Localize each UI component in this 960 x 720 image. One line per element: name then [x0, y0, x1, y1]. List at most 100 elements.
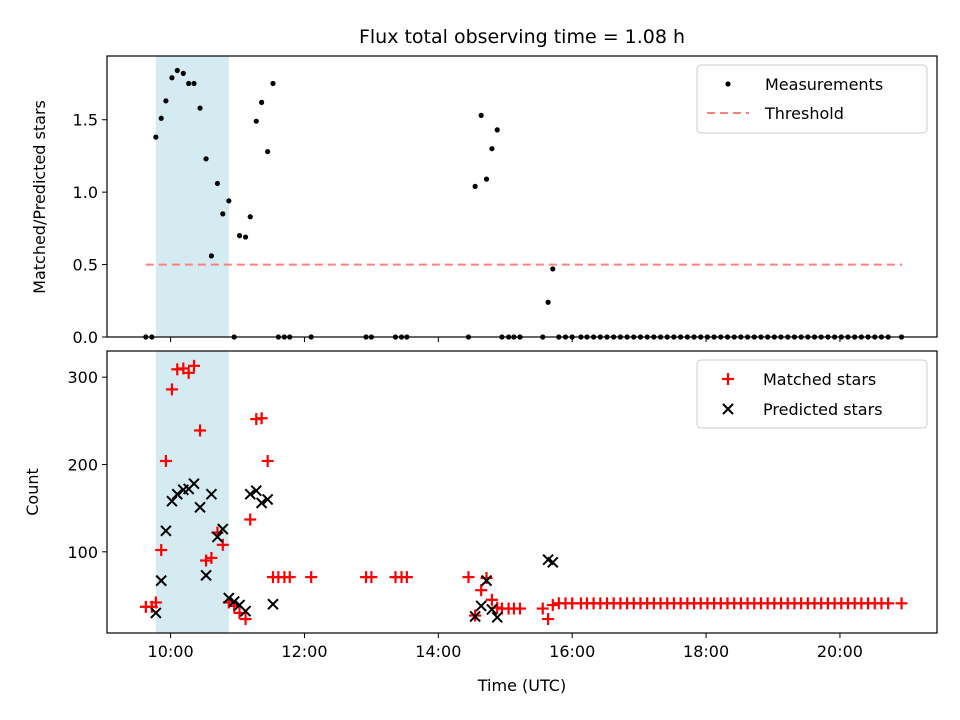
- predicted-stars-point: [244, 488, 256, 500]
- matched-stars-point: [155, 544, 168, 557]
- matched-stars-point: [149, 596, 162, 609]
- count-panel: 100 200 300 10:00 12:00 14:00 16:00 18:00 20:00…: [23, 350, 938, 695]
- legend-predicted-label: Predicted stars: [763, 400, 883, 419]
- predicted-stars-point: [547, 556, 559, 568]
- predicted-stars-point: [150, 607, 162, 619]
- legend-measurements-label: Measurements: [765, 75, 883, 94]
- matched-stars-point: [255, 412, 268, 425]
- matched-stars-point: [165, 383, 178, 396]
- x-tick-label: 12:00: [281, 642, 327, 661]
- matched-stars-point: [536, 602, 549, 615]
- legend-frame: [696, 359, 928, 429]
- measurements-point: [214, 180, 221, 187]
- measurements-point: [180, 70, 186, 76]
- y-tick-label: 1.0: [73, 183, 98, 202]
- matched-stars-point: [205, 551, 218, 564]
- predicted-stars-point: [486, 603, 498, 616]
- predicted-stars-point: [223, 592, 235, 604]
- measurements-point: [483, 176, 490, 182]
- measurements-point: [153, 134, 159, 140]
- legend-threshold-label: Threshold: [764, 104, 844, 123]
- ratio-x-ticks: [170, 337, 841, 342]
- count-plot-frame: [106, 350, 938, 634]
- ratio-panel: 0.0 0.5 1.0 1.5 Matched/Predicted stars Mea…: [30, 55, 938, 347]
- matched-stars-point: [475, 584, 488, 597]
- matched-stars-point: [216, 538, 229, 551]
- measurements-point: [158, 115, 164, 121]
- measurements-point: [253, 118, 259, 124]
- predicted-stars-point: [200, 569, 212, 582]
- y-tick-label: 300: [67, 368, 98, 387]
- matched-stars-point: [513, 602, 526, 615]
- predicted-stars-point: [205, 488, 218, 500]
- predicted-stars-point: [261, 493, 274, 506]
- x-axis-label: Time (UTC): [477, 676, 566, 695]
- chart-title: Flux total observing time = 1.08 h: [359, 26, 685, 48]
- ratio-legend: Measurements Threshold: [696, 64, 928, 134]
- y-tick-label: 0.5: [73, 256, 98, 275]
- predicted-stars-point: [211, 531, 224, 543]
- predicted-stars-point: [239, 605, 252, 617]
- ratio-y-axis-label: Matched/Predicted stars: [30, 100, 49, 294]
- legend-matched-label: Matched stars: [763, 370, 876, 389]
- legend-measurements-marker: [725, 81, 731, 87]
- measurements-point: [208, 253, 215, 259]
- measurements-point: [259, 99, 265, 105]
- predicted-stars-point: [188, 477, 200, 490]
- matched-stars-point: [239, 613, 252, 626]
- predicted-stars-point: [267, 598, 279, 610]
- predicted-stars-point: [480, 574, 493, 587]
- measurements-point: [472, 183, 478, 189]
- measurements-point: [163, 98, 169, 104]
- measurements-point: [186, 80, 192, 87]
- x-tick-label: 16:00: [549, 642, 595, 661]
- matched-stars-point: [400, 571, 413, 584]
- matched-stars-point: [546, 599, 559, 612]
- predicted-stars-point: [160, 525, 172, 537]
- y-tick-label: 0.0: [73, 328, 98, 347]
- predicted-stars-point: [217, 523, 229, 535]
- x-tick-label: 10:00: [148, 642, 194, 661]
- count-legend: Matched stars Predicted stars: [696, 359, 928, 429]
- measurements-point: [247, 214, 253, 220]
- measurements-point: [545, 299, 551, 305]
- matched-stars-point: [542, 613, 555, 626]
- predicted-stars-point: [171, 488, 183, 500]
- matched-stars-point: [895, 597, 908, 610]
- ratio-y-axis: 0.0 0.5 1.0 1.5: [73, 111, 107, 347]
- measurements-point: [174, 67, 180, 74]
- matched-stars-point: [283, 571, 296, 584]
- matched-stars-point: [188, 359, 201, 372]
- predicted-stars-point: [250, 484, 262, 497]
- measurements-point: [489, 146, 495, 152]
- predicted-stars-point: [194, 501, 206, 513]
- matched-stars-point: [194, 424, 207, 437]
- measurements-point: [270, 80, 276, 87]
- predicted-stars-point: [166, 495, 178, 507]
- y-tick-label: 200: [67, 455, 98, 474]
- measurements-point: [226, 198, 232, 204]
- predicted-stars-point: [491, 611, 503, 623]
- legend-frame: [696, 64, 928, 134]
- predicted-stars-point: [255, 497, 268, 509]
- measurements-point: [494, 127, 500, 133]
- measurements-point: [236, 233, 243, 239]
- ratio-plot-frame: [106, 55, 938, 338]
- matched-stars-point: [462, 571, 475, 584]
- matched-stars-point: [200, 554, 213, 567]
- measurements-point: [191, 80, 197, 87]
- y-tick-label: 1.5: [73, 111, 98, 130]
- measurements-point: [242, 234, 249, 240]
- legend-predicted-marker: [722, 403, 734, 415]
- count-points: [139, 359, 908, 626]
- y-tick-label: 100: [67, 543, 98, 562]
- measurements-point: [203, 156, 209, 162]
- predicted-stars-point: [155, 574, 167, 587]
- measurements-point: [478, 112, 484, 118]
- legend-matched-marker: [722, 373, 734, 385]
- count-y-axis-label: Count: [23, 468, 42, 516]
- matched-stars-point: [182, 366, 195, 379]
- x-tick-label: 14:00: [415, 642, 461, 661]
- predicted-stars-point: [475, 600, 487, 612]
